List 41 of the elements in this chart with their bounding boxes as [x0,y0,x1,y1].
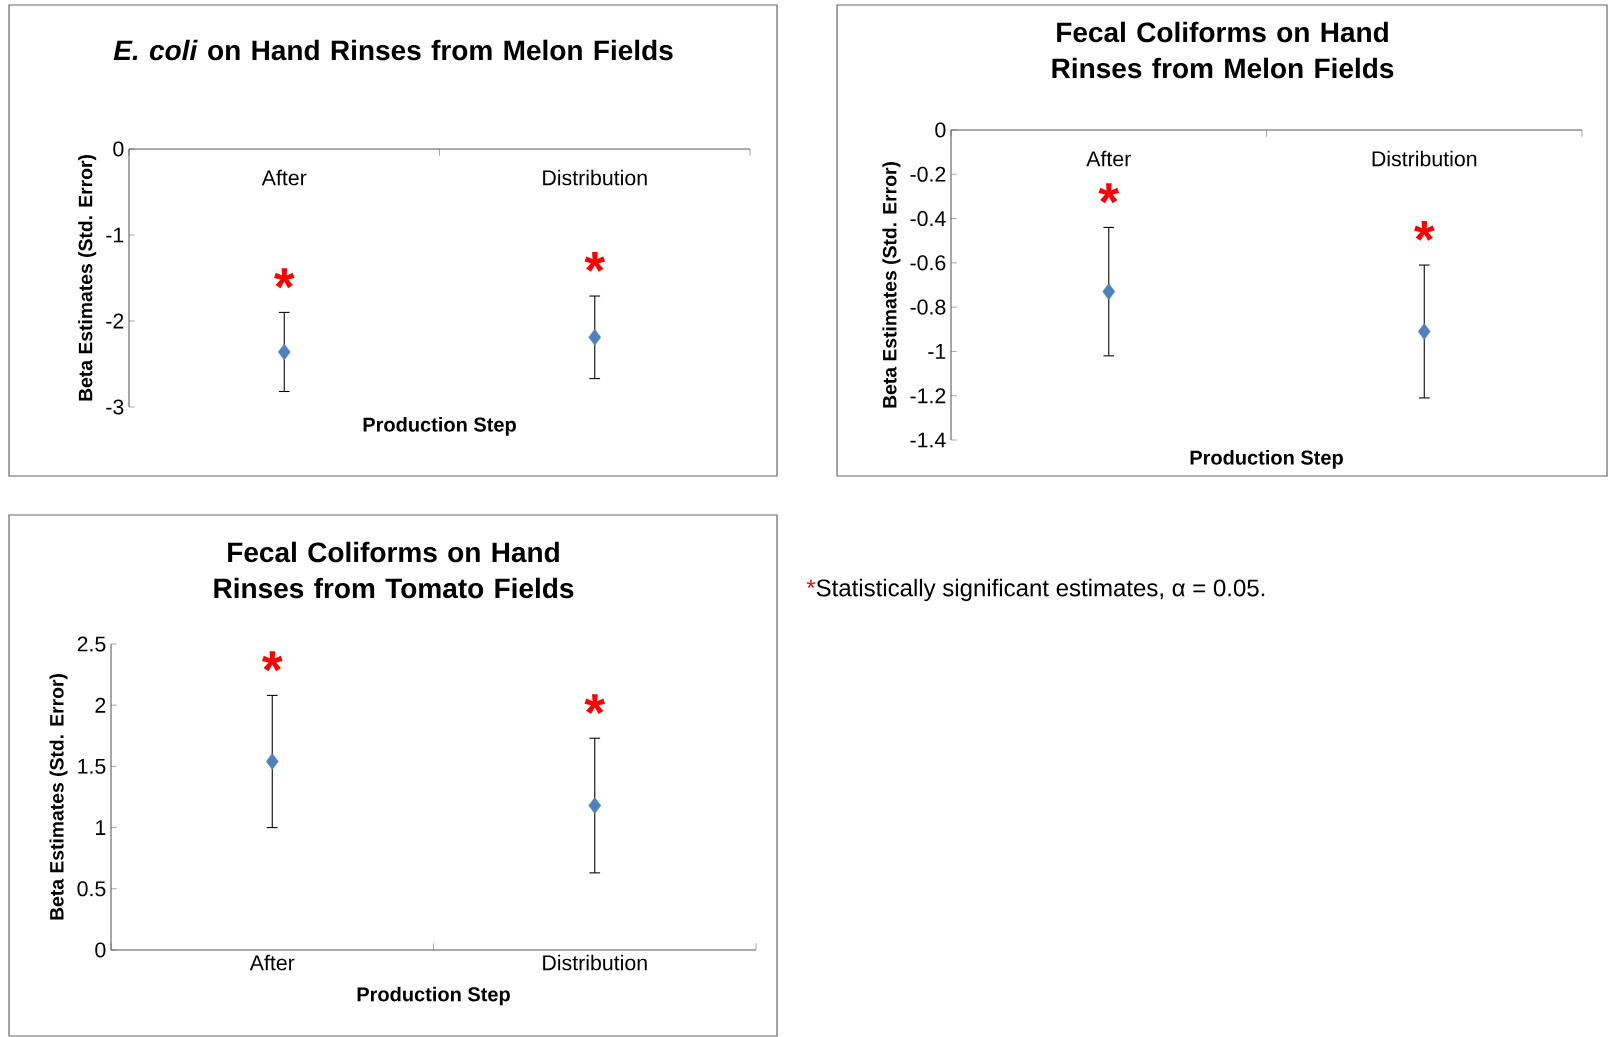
y-tick-label: 0 [95,942,106,958]
x-axis-title: Production Step [363,417,516,436]
y-tick-label: -0.6 [910,255,946,271]
chart-title: E. coli on Hand Rinses from Melon Fields [113,39,673,61]
x-tick-label: After [261,169,307,186]
y-tick-label: 0 [935,122,946,138]
annotation: * [1414,221,1435,241]
text: Statistically significant estimates, α = 0.05. [816,578,1265,602]
y-tick-label: 1.5 [78,758,106,774]
x-tick-label: Distribution [1372,150,1477,167]
y-tick-label: -1 [106,227,124,243]
annotation: * [584,694,606,714]
y-axis-title: Beta Estimates (Std. Error) [882,162,901,408]
y-tick-label: 2 [95,697,106,713]
y-axis-title: Beta Estimates (Std. Error) [78,155,97,401]
y-tick-label: 1 [96,820,106,835]
x-tick-label: Distribution [543,169,647,186]
y-tick-label: -1.4 [910,432,946,448]
y-tick-label: 0.5 [77,881,106,897]
y-tick-label: -0.4 [910,211,946,227]
y-tick-label: 2.5 [77,636,106,652]
x-tick-label: After [1086,150,1131,167]
y-tick-label: -1 [928,344,946,359]
y-tick-label: 0 [113,141,124,157]
chart-title: Fecal Coliforms on Hand Rinses from Tomato Fields [214,541,574,599]
x-axis-title: Production Step [357,986,510,1006]
y-tick-label: -1.2 [910,388,946,404]
x-axis-title: Production Step [1190,450,1343,469]
annotation: * [584,251,606,272]
text: * [806,579,816,589]
annotation: * [262,651,283,672]
y-tick-label: -0.8 [910,299,946,315]
y-axis-title: Beta Estimates (Std. Error) [49,674,68,920]
chart-title: Fecal Coliforms on Hand Rinses from Melon Fields [1052,21,1394,79]
annotation: * [1098,183,1120,204]
y-tick-label: -3 [106,399,124,415]
y-tick-label: -2 [106,313,124,329]
y-tick-label: -0.2 [910,166,946,182]
x-tick-label: Distribution [543,954,647,971]
annotation: * [274,268,295,289]
x-tick-label: After [249,954,295,971]
